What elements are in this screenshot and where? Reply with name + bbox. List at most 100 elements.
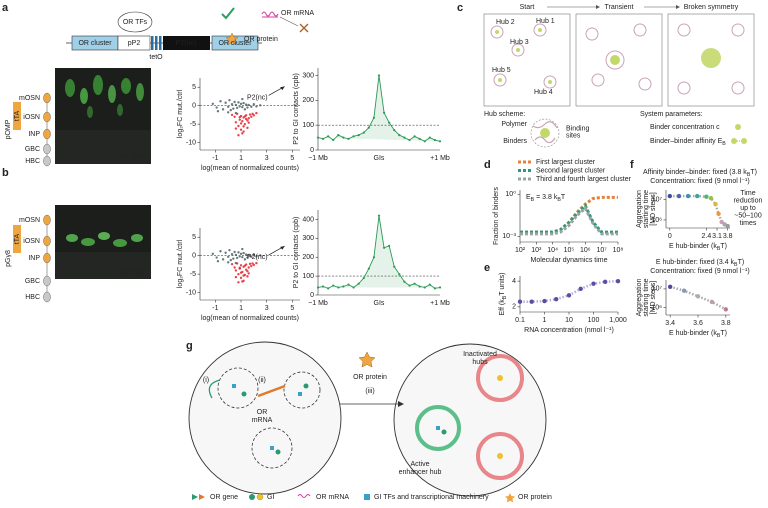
text-line: ~50–100 — [734, 212, 762, 219]
data-point — [342, 285, 345, 288]
label: Inactivated hubs — [463, 351, 497, 366]
label: tetO — [149, 54, 163, 61]
legend-label: OR protein — [518, 494, 552, 501]
scatter-point — [216, 260, 220, 263]
x-tick-label: 3.6 — [693, 320, 703, 327]
data-point — [591, 281, 596, 286]
scatter-point — [211, 252, 215, 256]
x-tick-label: 1,000 — [609, 317, 627, 324]
x-tick-label: −1 Mb — [308, 155, 328, 162]
scatter-point — [238, 118, 241, 121]
scatter-point — [230, 113, 234, 117]
label: Binding sites — [566, 125, 589, 139]
cell — [43, 92, 51, 104]
simulation-snapshots — [483, 5, 755, 148]
data-point — [321, 137, 325, 140]
data-point — [332, 138, 335, 142]
scatter-point — [252, 253, 256, 256]
cell — [43, 291, 51, 303]
scatter-point — [233, 250, 236, 254]
data-point — [327, 135, 330, 138]
x-tick-label: 1 — [239, 155, 243, 162]
scatter-point — [250, 264, 253, 268]
scatter-point — [234, 127, 238, 130]
y-tick-label: -10 — [186, 139, 196, 146]
y-tick-label: 4 — [512, 278, 516, 285]
scatter-point — [235, 256, 239, 260]
data-point — [676, 193, 682, 199]
scatter-point — [239, 276, 243, 280]
data-point — [377, 74, 381, 77]
panel-letter: c — [457, 2, 463, 14]
data-point — [398, 273, 401, 276]
label: (iii) — [365, 388, 374, 395]
scatter-point — [230, 103, 234, 106]
data-point — [403, 280, 406, 283]
x-tick-label: -1 — [212, 305, 218, 312]
scatter-point — [232, 107, 235, 110]
scatter-point — [216, 110, 220, 113]
scatter-point — [248, 113, 252, 116]
driver-label: tTA — [14, 233, 21, 244]
x-tick-label: 10⁷ — [597, 247, 608, 254]
scatter-point — [244, 268, 248, 271]
scatter-point — [243, 115, 247, 118]
cell — [43, 235, 51, 247]
label: OR protein — [353, 374, 387, 381]
label: OR cluster — [78, 40, 112, 47]
scatter-point — [252, 263, 256, 267]
scatter-point — [242, 101, 245, 105]
label: Binders — [503, 138, 527, 145]
data-point — [413, 282, 416, 285]
image-label: P2 — [119, 270, 128, 277]
data-point — [704, 194, 709, 199]
data-point — [382, 111, 386, 114]
y-tick-label: 2 — [512, 304, 516, 311]
text-part: B — [531, 197, 535, 203]
arrow-head — [280, 86, 285, 91]
hub-label: Hub 4 — [534, 89, 553, 96]
data-point — [342, 136, 345, 139]
y-tick-label: 10⁶ — [651, 304, 662, 311]
scatter-point — [244, 117, 248, 121]
stage-label: Transient — [605, 4, 634, 11]
hub-label: Hub 2 — [496, 19, 515, 26]
scatter-point — [241, 280, 244, 283]
data-point — [382, 246, 386, 249]
y-tick-label: 300 — [302, 235, 314, 242]
data-point — [408, 138, 411, 142]
data-point — [723, 307, 729, 312]
scatter-point — [247, 117, 250, 120]
y-tick-label: 0 — [192, 103, 196, 110]
scatter-point — [259, 254, 262, 257]
label: Binder concentration c — [650, 124, 720, 131]
scatter-point — [243, 264, 247, 267]
text-line: starting time — [643, 278, 650, 316]
data-point — [362, 131, 365, 134]
x-tick-label: 3.8 — [723, 233, 733, 240]
legend-label: First largest cluster — [536, 159, 596, 166]
data-point — [713, 201, 718, 207]
image-label: P2 — [119, 154, 128, 161]
data-point — [347, 137, 350, 140]
scatter-point — [252, 114, 256, 117]
scatter-point — [227, 261, 230, 264]
text-part: Eff (k — [499, 299, 506, 316]
x-tick-label: 10 — [565, 317, 573, 324]
legend-label: Second largest cluster — [536, 167, 606, 174]
y-axis-label: Aggregationstarting time[MD steps] — [636, 278, 657, 316]
x-tick-label: 5 — [290, 305, 294, 312]
y-tick-label: 400 — [302, 216, 314, 223]
text-part: E hub-binder (k — [669, 330, 717, 337]
legend-label: GI TFs and transcriptional machinery — [374, 494, 489, 501]
text-part: = 3.8 k — [534, 194, 558, 201]
x-tick-label: 1 — [239, 305, 243, 312]
data-point — [398, 133, 401, 137]
data-point — [388, 244, 391, 247]
microscopy-a — [55, 68, 151, 164]
cell-label: HBC — [25, 158, 40, 165]
data-point — [578, 286, 583, 292]
label: Hub scheme: — [484, 111, 525, 118]
scatter-point — [250, 115, 253, 118]
scatter-point — [229, 258, 232, 262]
